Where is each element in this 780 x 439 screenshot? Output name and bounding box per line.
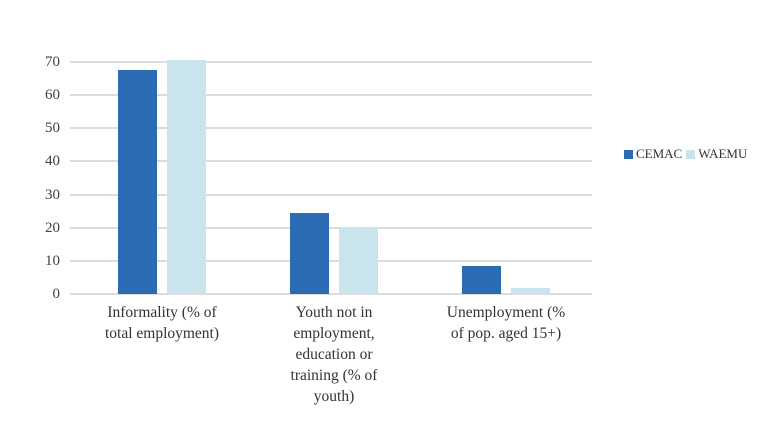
category-label: Informality (% of total employment) [82, 302, 242, 344]
y-tick-label: 20 [45, 219, 60, 236]
y-tick-label: 50 [45, 120, 60, 137]
gridline [70, 293, 592, 295]
gridline [70, 259, 592, 262]
legend-swatch-waemu [686, 149, 696, 159]
y-tick-label: 0 [52, 286, 61, 302]
bar-cemac [290, 213, 329, 294]
category-label-line: Informality (% of [107, 304, 217, 321]
legend: CEMAC WAEMU [624, 146, 751, 162]
y-tick-label: 60 [45, 87, 60, 104]
bar-cemac [118, 70, 157, 294]
y-tick-label: 70 [45, 54, 60, 70]
gridline [70, 94, 592, 97]
category-label-line: employment, [293, 325, 375, 342]
bar-waemu [511, 287, 550, 294]
gridline [70, 193, 592, 196]
category-label-line: of pop. aged 15+) [450, 325, 562, 342]
category-label-line: Unemployment (% [446, 304, 566, 321]
legend-label: CEMAC [636, 146, 683, 161]
bar-cemac [462, 266, 501, 294]
category-label-line: education or [295, 346, 373, 363]
bar-waemu [339, 227, 378, 294]
category-label-line: youth) [313, 388, 355, 405]
gridline [70, 127, 592, 130]
gridline [70, 226, 592, 229]
category-label-line: Youth not in [295, 304, 373, 321]
gridline [70, 160, 592, 163]
y-tick-label: 40 [45, 153, 60, 170]
category-label: Youth not in employment, education or train… [254, 302, 414, 407]
y-tick-label: 10 [45, 252, 60, 269]
legend-swatch-cemac [624, 149, 633, 159]
y-tick-label: 30 [45, 186, 60, 203]
category-label: Unemployment (% of pop. aged 15+) [426, 302, 586, 344]
legend-label: WAEMU [698, 146, 748, 161]
category-label-line: total employment) [104, 325, 220, 342]
gridline [70, 61, 592, 63]
bar-waemu [167, 60, 206, 294]
category-label-line: training (% of [290, 367, 378, 384]
